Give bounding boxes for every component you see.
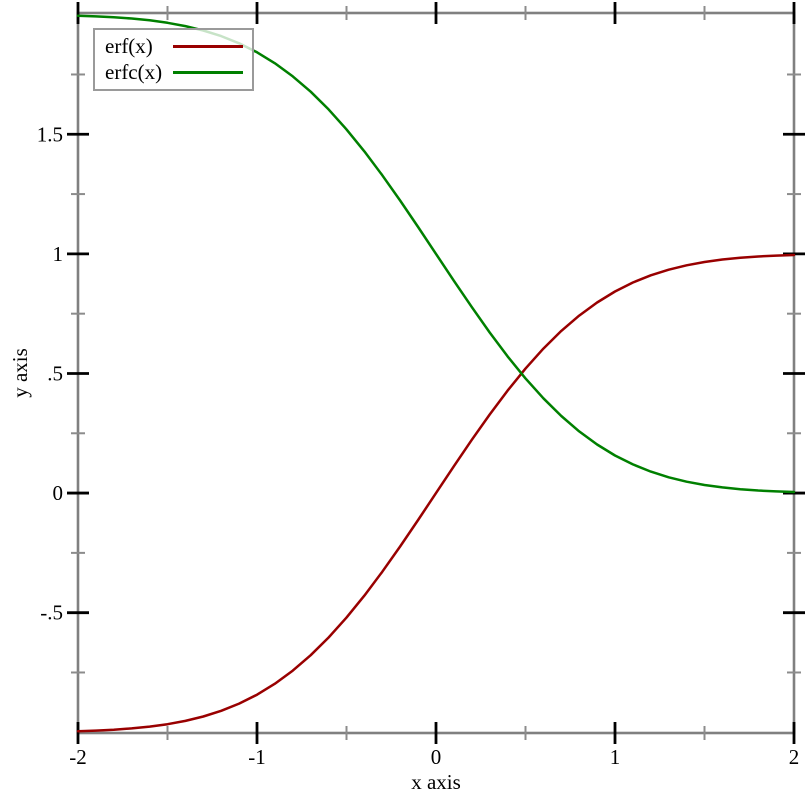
y-tick-label: 1.5 <box>37 122 63 146</box>
plot-frame <box>76 11 796 735</box>
legend-label-erf: erf(x) <box>105 33 153 58</box>
x-tick-label: 2 <box>789 745 800 769</box>
x-tick-label: 0 <box>431 745 442 769</box>
plot-border <box>76 11 796 735</box>
legend: erf(x) erfc(x) <box>93 28 254 91</box>
curves <box>76 14 796 733</box>
legend-item-erfc: erfc(x) <box>105 60 243 87</box>
x-tick-label: -2 <box>69 745 87 769</box>
curve-erfx <box>76 253 796 733</box>
tick-labels: -2 -1 0 1 2 -.5 0 .5 1 1.5 <box>37 122 800 769</box>
y-tick-label: -.5 <box>40 601 63 625</box>
y-tick-label: 1 <box>53 242 64 266</box>
y-axis-label: y axis <box>8 348 32 398</box>
y-tick-label: 0 <box>53 481 64 505</box>
legend-line-sample-erfc <box>173 71 243 75</box>
y-tick-label: .5 <box>47 361 63 385</box>
legend-item-erf: erf(x) <box>105 33 243 60</box>
legend-line-sample-erf <box>173 44 243 48</box>
legend-label-erfc: erfc(x) <box>105 60 163 85</box>
axis-ticks <box>67 2 805 744</box>
x-axis-label: x axis <box>411 770 461 794</box>
x-tick-label: -1 <box>248 745 266 769</box>
x-tick-label: 1 <box>610 745 621 769</box>
